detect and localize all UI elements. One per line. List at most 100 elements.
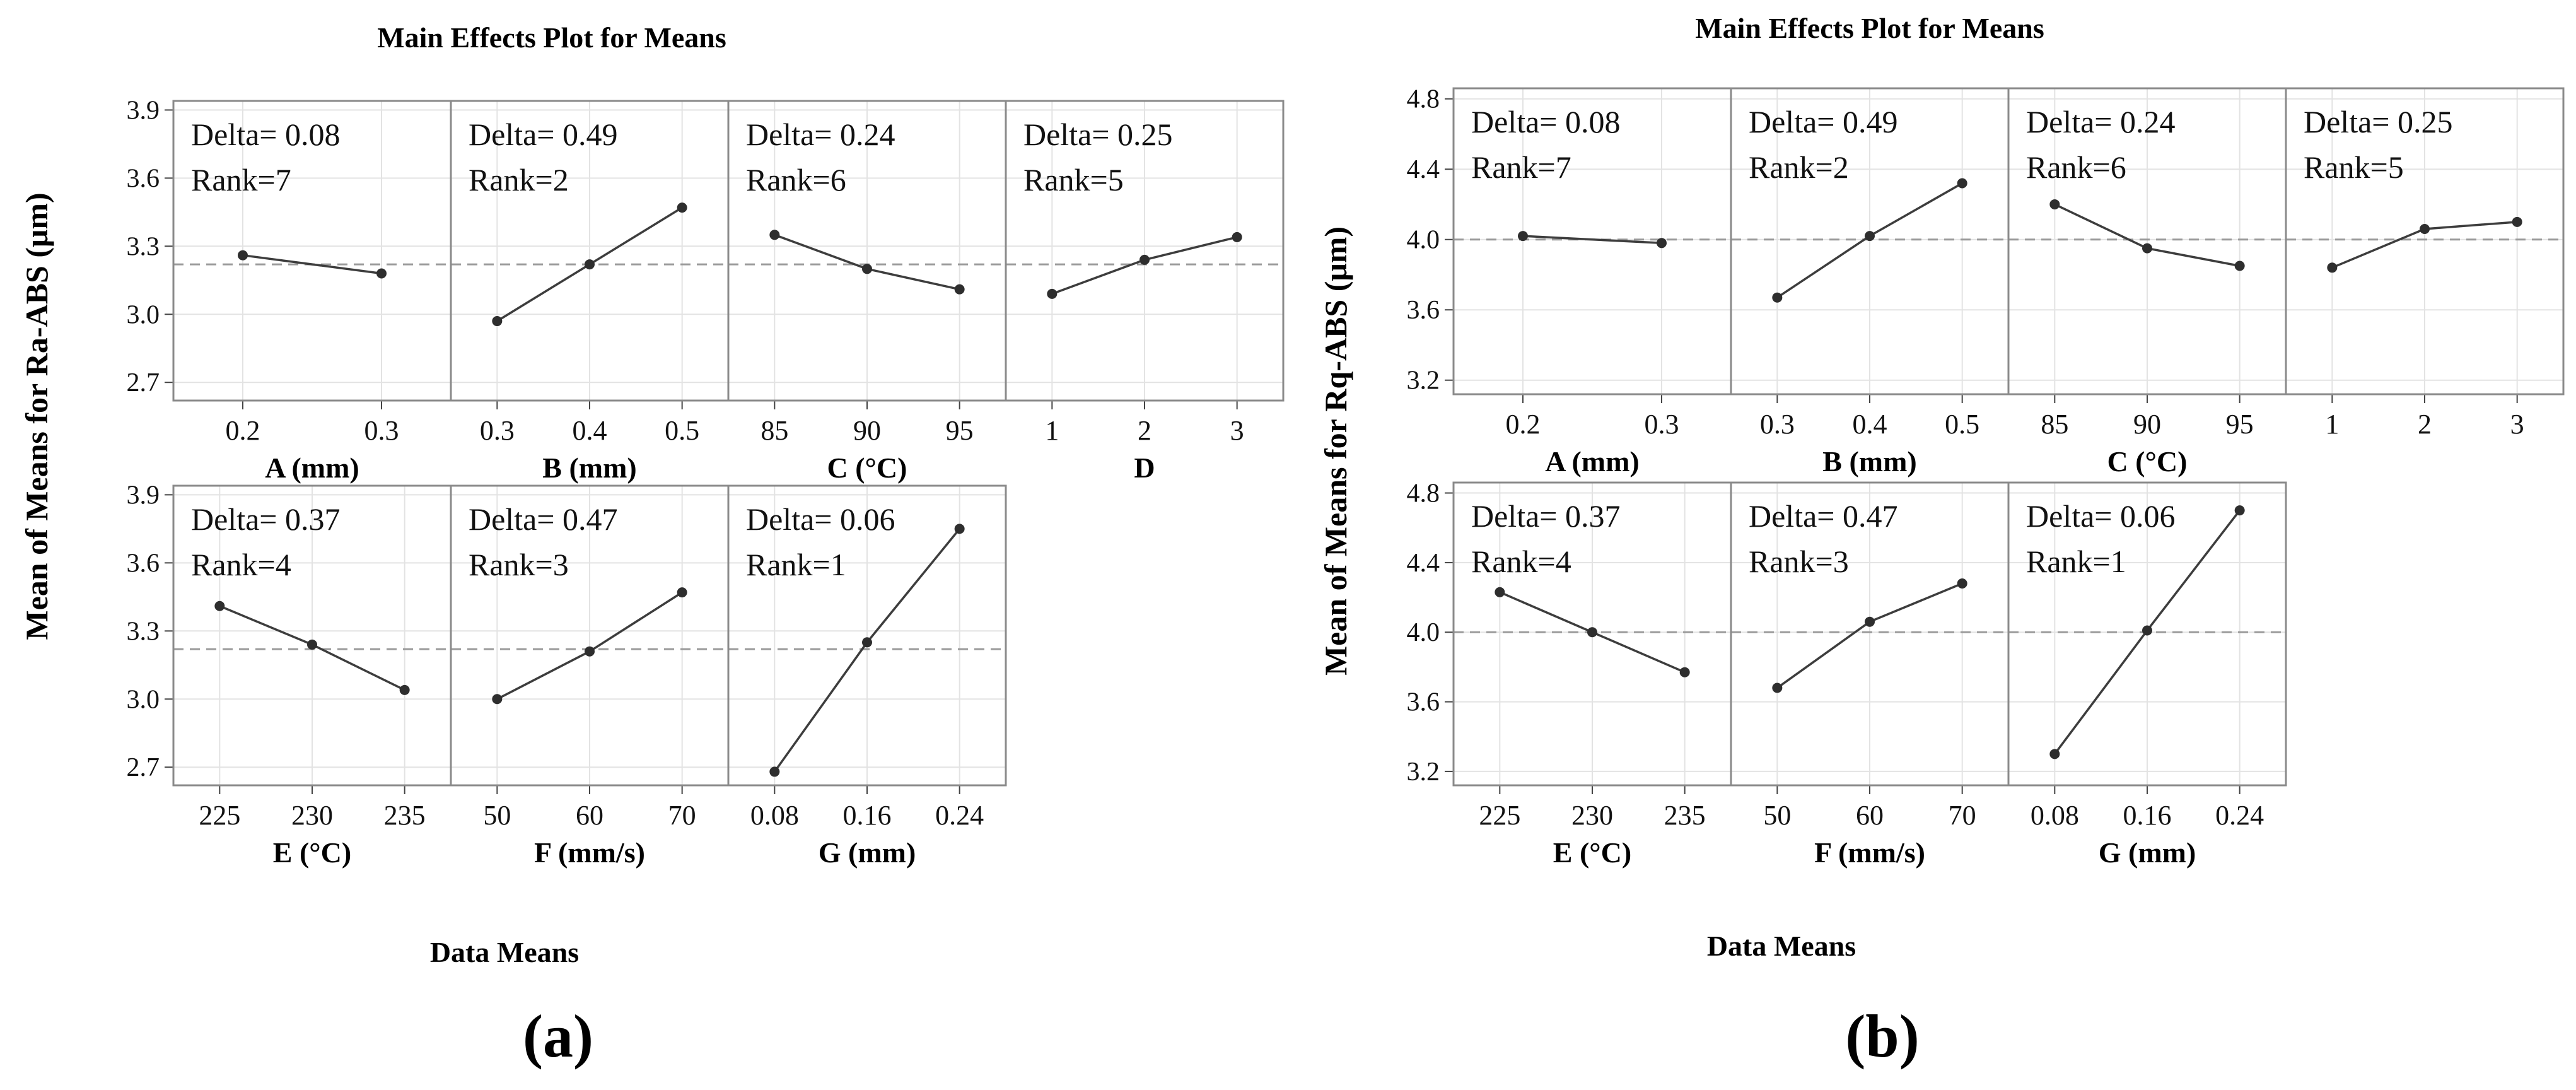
chart-b-point <box>2049 199 2060 209</box>
chart-b-delta-label: Delta= 0.24 <box>2026 104 2175 139</box>
chart-b-xtick-label: 2 <box>2418 409 2432 440</box>
chart-a-xtick-label: 2 <box>1138 415 1151 446</box>
chart-b-delta-label: Delta= 0.49 <box>1749 104 1897 139</box>
chart-a-xtick-label: 90 <box>853 415 881 446</box>
chart-a-rank-label: Rank=5 <box>1023 162 1124 197</box>
chart-a-xtick-label: 1 <box>1045 415 1059 446</box>
chart-a-point <box>769 766 780 777</box>
chart-b-rank-label: Rank=6 <box>2026 149 2126 185</box>
chart-b-ytick-label: 3.6 <box>1407 296 1440 325</box>
chart-b-ytick-label: 4.4 <box>1407 155 1440 184</box>
chart-a-delta-label: Delta= 0.25 <box>1023 117 1172 152</box>
chart-a-xlabel: Data Means <box>430 936 579 968</box>
chart-b-delta-label: Delta= 0.47 <box>1749 498 1897 534</box>
chart-a-delta-label: Delta= 0.37 <box>191 501 340 537</box>
chart-a-panel-4: 1 2 3 D Delta= 0.25 Rank=5 <box>1005 100 1285 484</box>
chart-b-xtick-label: 0.3 <box>1760 409 1795 440</box>
chart-a-delta-label: Delta= 0.47 <box>469 501 617 537</box>
chart-a-rank-label: Rank=1 <box>746 547 846 582</box>
chart-b-point <box>1772 292 1783 303</box>
chart-a-xtick-label: 0.4 <box>573 415 607 446</box>
chart-b-delta-label: Delta= 0.25 <box>2304 104 2452 139</box>
chart-b-ylabel: Mean of Means for Rq-ABS (μm) <box>1318 226 1353 676</box>
chart-a-xtick-label: 225 <box>199 800 240 831</box>
chart-b-point <box>1957 178 1967 189</box>
chart-b-panel-1: 0.2 0.3A (mm) Delta= 0.08 Rank=7 <box>1452 87 1732 478</box>
chart-b-panel-4: 1 2 3 Delta= 0.25 Rank=5 <box>2285 87 2565 440</box>
chart-b-point <box>2234 505 2245 516</box>
chart-b-factor-label: A (mm) <box>1545 445 1639 478</box>
chart-b-factor-label: G (mm) <box>2099 836 2196 869</box>
chart-b-point <box>1865 231 1875 242</box>
chart-a-point <box>1232 231 1242 242</box>
chart-a-point <box>492 316 503 327</box>
chart-a-point <box>1139 254 1150 265</box>
chart-b-xtick-label: 95 <box>2226 409 2254 440</box>
chart-a-panel-3: 85 90 95 C (°C) Delta= 0.24 Rank=6 <box>727 100 1007 484</box>
chart-a-xtick-label: 0.3 <box>364 415 399 446</box>
chart-a-xtick-label: 60 <box>576 800 603 831</box>
chart-a-point <box>862 637 872 648</box>
chart-b-xtick-label: 225 <box>1479 800 1520 831</box>
chart-b-factor-label: E (°C) <box>1553 836 1631 869</box>
chart-a-ytick-label: 2.7 <box>127 753 160 782</box>
chart-a-ylabel: Mean of Means for Ra-ABS (μm) <box>19 192 54 640</box>
chart-b-point <box>2142 243 2152 254</box>
chart-b-point <box>1957 578 1967 589</box>
chart-a-point <box>492 694 503 705</box>
chart-a-title: Main Effects Plot for Means <box>377 21 726 54</box>
chart-a-ytick-label: 3.3 <box>127 232 160 261</box>
chart-b-rank-label: Rank=5 <box>2304 149 2404 185</box>
chart-b-point <box>1657 238 1667 249</box>
chart-a-xtick-label: 70 <box>668 800 696 831</box>
chart-b-point <box>1865 616 1875 627</box>
chart-a-ytick-label: 2.7 <box>127 368 160 397</box>
chart-a-ytick-label: 3.3 <box>127 617 160 646</box>
chart-a-ytick-label: 3.0 <box>127 685 160 714</box>
chart-a-series-line <box>242 254 382 275</box>
chart-a-ytick-label: 3.0 <box>127 300 160 329</box>
chart-a-point <box>376 268 387 279</box>
chart-b-ytick-label: 4.0 <box>1407 618 1440 647</box>
chart-b-xtick-label: 0.4 <box>1853 409 1887 440</box>
chart-a-xtick-label: 235 <box>384 800 426 831</box>
chart-b-delta-label: Delta= 0.06 <box>2026 498 2175 534</box>
chart-a-point <box>307 639 317 650</box>
chart-b-panel-2: 0.3 0.4 0.5 B (mm) Delta= 0.49 Rank=2 <box>1730 87 2010 478</box>
chart-b-point <box>2049 749 2060 759</box>
chart-a-xtick-label: 3 <box>1230 415 1244 446</box>
chart-a-ytick-label: 3.9 <box>127 96 160 125</box>
chart-b-xtick-label: 230 <box>1571 800 1613 831</box>
chart-b-ytick-label: 3.6 <box>1407 688 1440 717</box>
chart-a-panel-7: 0.08 0.16 0.24 G (mm) Delta= 0.06 Rank=1 <box>727 484 1007 869</box>
chart-b-xtick-label: 70 <box>1949 800 1976 831</box>
chart-b-factor-label: B (mm) <box>1822 445 1916 478</box>
chart-a-ytick-label: 3.6 <box>127 164 160 193</box>
chart-b-point <box>2142 625 2152 636</box>
panel-a-label: (a) <box>523 1002 593 1070</box>
chart-a-factor-label: G (mm) <box>819 836 916 869</box>
chart-b-ytick-label: 3.2 <box>1407 758 1440 787</box>
chart-a-rank-label: Rank=2 <box>469 162 569 197</box>
chart-a-ytick-label: 3.9 <box>127 481 160 510</box>
chart-a-panel-1: 0.2 0.3A (mm) Delta= 0.08 Rank=7 <box>172 100 452 484</box>
chart-a-point <box>954 284 965 295</box>
chart-b-ytick-label: 4.8 <box>1407 85 1440 114</box>
chart-b-xtick-label: 1 <box>2325 409 2339 440</box>
chart-a-ytick-label: 3.6 <box>127 549 160 578</box>
chart-b-xtick-label: 0.3 <box>1645 409 1679 440</box>
chart-b-rank-label: Rank=4 <box>1471 544 1571 579</box>
chart-b-factor-label: F (mm/s) <box>1814 836 1925 869</box>
chart-a-delta-label: Delta= 0.49 <box>469 117 617 152</box>
chart-a-xtick-label: 0.08 <box>750 800 799 831</box>
chart-a-factor-label: D <box>1134 452 1155 484</box>
chart-a-delta-label: Delta= 0.08 <box>191 117 340 152</box>
chart-b-rq: Main Effects Plot for Means Mean of Means… <box>1318 12 2565 962</box>
chart-a-point <box>585 259 595 270</box>
chart-a-point <box>677 202 687 213</box>
chart-b-point <box>2420 223 2430 234</box>
chart-a-factor-label: B (mm) <box>542 452 636 484</box>
chart-b-point <box>1518 231 1528 242</box>
chart-a-xtick-label: 85 <box>761 415 788 446</box>
chart-b-ytick-label: 3.2 <box>1407 366 1440 396</box>
